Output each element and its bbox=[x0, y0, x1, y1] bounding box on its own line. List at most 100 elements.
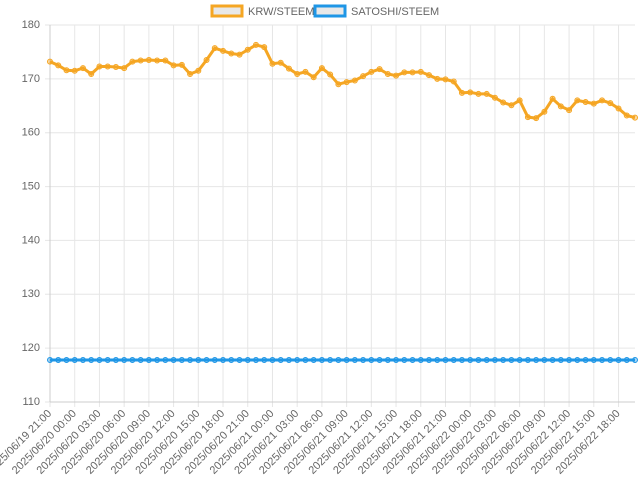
data-point bbox=[516, 356, 523, 363]
y-tick-label: 170 bbox=[22, 73, 40, 85]
data-point bbox=[220, 47, 227, 54]
data-point bbox=[203, 356, 210, 363]
data-point bbox=[170, 356, 177, 363]
data-point bbox=[252, 356, 259, 363]
data-point bbox=[269, 60, 276, 67]
data-point bbox=[483, 90, 490, 97]
data-point bbox=[384, 71, 391, 78]
data-point bbox=[343, 79, 350, 86]
data-point bbox=[178, 356, 185, 363]
y-tick-label: 160 bbox=[22, 127, 40, 139]
data-point bbox=[632, 356, 638, 363]
data-point bbox=[590, 100, 597, 107]
data-point bbox=[541, 108, 548, 115]
data-point bbox=[121, 65, 128, 72]
data-point bbox=[442, 76, 449, 83]
data-point bbox=[104, 63, 111, 70]
data-point bbox=[467, 89, 474, 96]
data-point bbox=[483, 356, 490, 363]
data-point bbox=[335, 81, 342, 88]
data-point bbox=[277, 59, 284, 66]
data-point bbox=[79, 65, 86, 72]
data-point bbox=[310, 74, 317, 81]
data-point bbox=[491, 94, 498, 101]
data-point bbox=[154, 57, 161, 64]
data-point bbox=[549, 95, 556, 102]
data-point bbox=[615, 356, 622, 363]
data-point bbox=[623, 356, 630, 363]
data-point bbox=[417, 68, 424, 75]
data-point bbox=[79, 356, 86, 363]
data-point bbox=[96, 63, 103, 70]
data-point bbox=[236, 356, 243, 363]
data-point bbox=[236, 51, 243, 58]
legend-label: SATOSHI/STEEM bbox=[351, 6, 439, 18]
data-point bbox=[244, 356, 251, 363]
y-tick-label: 180 bbox=[22, 19, 40, 31]
data-point bbox=[376, 66, 383, 73]
data-point bbox=[393, 72, 400, 79]
data-point bbox=[450, 356, 457, 363]
data-point bbox=[88, 356, 95, 363]
data-point bbox=[508, 102, 515, 109]
data-point bbox=[574, 356, 581, 363]
data-point bbox=[434, 75, 441, 82]
data-point bbox=[384, 356, 391, 363]
data-point bbox=[302, 68, 309, 75]
data-point bbox=[574, 97, 581, 104]
data-point bbox=[632, 114, 638, 121]
y-tick-label: 120 bbox=[22, 342, 40, 354]
data-point bbox=[261, 44, 268, 51]
data-point bbox=[376, 356, 383, 363]
data-point bbox=[500, 356, 507, 363]
data-point bbox=[170, 62, 177, 69]
data-point bbox=[508, 356, 515, 363]
data-point bbox=[401, 356, 408, 363]
data-point bbox=[615, 105, 622, 112]
data-point bbox=[55, 356, 62, 363]
data-point bbox=[63, 356, 70, 363]
data-point bbox=[129, 58, 136, 65]
data-point bbox=[129, 356, 136, 363]
data-point bbox=[467, 356, 474, 363]
data-point bbox=[302, 356, 309, 363]
data-point bbox=[220, 356, 227, 363]
data-point bbox=[623, 112, 630, 119]
y-tick-label: 110 bbox=[22, 396, 40, 408]
data-point bbox=[516, 97, 523, 104]
legend-swatch bbox=[210, 4, 244, 18]
data-point bbox=[549, 356, 556, 363]
data-point bbox=[599, 356, 606, 363]
data-point bbox=[475, 356, 482, 363]
data-point bbox=[285, 356, 292, 363]
data-point bbox=[557, 356, 564, 363]
data-point bbox=[360, 356, 367, 363]
data-point bbox=[269, 356, 276, 363]
data-point bbox=[137, 356, 144, 363]
data-point bbox=[187, 71, 194, 78]
data-point bbox=[104, 356, 111, 363]
data-point bbox=[318, 356, 325, 363]
data-point bbox=[327, 71, 334, 78]
data-point bbox=[63, 67, 70, 74]
data-point bbox=[475, 90, 482, 97]
data-point bbox=[426, 72, 433, 79]
data-point bbox=[154, 356, 161, 363]
data-point bbox=[607, 100, 614, 107]
data-point bbox=[162, 57, 169, 64]
data-point bbox=[145, 57, 152, 64]
data-point bbox=[458, 356, 465, 363]
data-point bbox=[401, 69, 408, 76]
data-point bbox=[599, 97, 606, 104]
data-point bbox=[195, 356, 202, 363]
data-point bbox=[327, 356, 334, 363]
data-point bbox=[285, 65, 292, 72]
data-point bbox=[368, 356, 375, 363]
data-point bbox=[491, 356, 498, 363]
data-point bbox=[607, 356, 614, 363]
data-point bbox=[557, 103, 564, 110]
data-point bbox=[566, 107, 573, 114]
series-line bbox=[49, 43, 636, 120]
data-point bbox=[541, 356, 548, 363]
data-point bbox=[145, 356, 152, 363]
